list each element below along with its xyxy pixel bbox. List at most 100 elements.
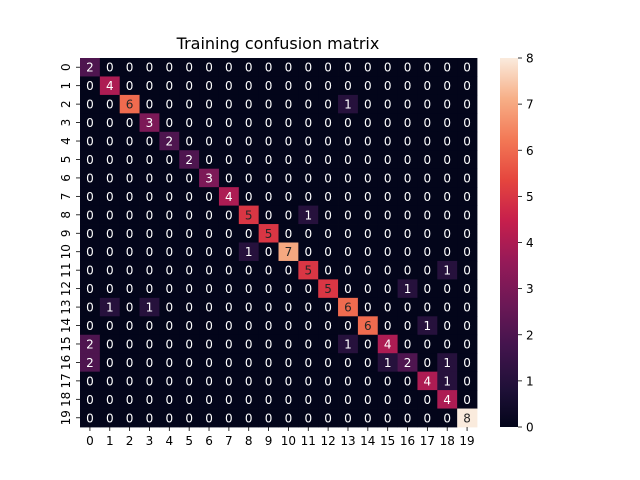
heatmap-cell-8-19 (457, 205, 478, 225)
heatmap-cell-6-8 (238, 168, 260, 188)
cell-value-13-16: 0 (404, 301, 412, 315)
heatmap-cell-18-18 (437, 390, 458, 409)
cell-value-0-2: 0 (126, 61, 134, 75)
cell-value-10-17: 0 (424, 245, 432, 259)
heatmap-cell-1-3 (139, 76, 160, 96)
cell-value-6-16: 0 (404, 171, 412, 185)
heatmap-cells (80, 58, 478, 428)
heatmap-cell-18-5 (179, 390, 200, 409)
cell-value-9-7: 0 (225, 227, 233, 241)
heatmap-cell-7-14 (357, 187, 379, 206)
cell-value-7-0: 0 (86, 190, 94, 204)
cell-value-12-12: 5 (324, 282, 332, 296)
colorbar-tick-label-4: 4 (526, 236, 534, 250)
cell-value-11-9: 0 (265, 264, 273, 278)
cell-value-13-1: 1 (106, 301, 114, 315)
cell-value-13-6: 0 (205, 301, 213, 315)
heatmap-cell-6-0 (80, 168, 101, 188)
cell-value-3-0: 0 (86, 116, 94, 130)
cell-value-16-19: 0 (463, 356, 471, 370)
heatmap-cell-4-1 (99, 131, 121, 151)
heatmap-cell-9-3 (139, 224, 160, 243)
heatmap-cell-3-1 (99, 113, 121, 133)
heatmap-cell-11-19 (457, 260, 478, 280)
heatmap-cell-9-5 (179, 224, 200, 243)
heatmap-cell-9-14 (357, 224, 379, 243)
cell-value-6-13: 0 (344, 171, 352, 185)
heatmap-cell-19-12 (318, 408, 339, 428)
heatmap-cell-18-2 (119, 390, 140, 409)
heatmap-cell-18-6 (199, 390, 220, 409)
heatmap-cell-10-18 (437, 242, 458, 262)
heatmap-cell-8-3 (139, 205, 160, 225)
cell-value-13-2: 0 (126, 301, 134, 315)
heatmap-cell-13-10 (278, 297, 299, 317)
y-tick-label-18: 18 (59, 392, 73, 407)
cell-value-16-3: 0 (146, 356, 154, 370)
cell-value-9-5: 0 (185, 227, 193, 241)
heatmap-cell-13-18 (437, 297, 458, 317)
heatmap-cell-6-14 (357, 168, 379, 188)
heatmap-cell-5-0 (80, 150, 101, 170)
heatmap-cell-0-5 (179, 58, 200, 77)
heatmap-cell-6-4 (159, 168, 180, 188)
heatmap-cell-9-9 (258, 224, 279, 243)
cell-value-17-0: 0 (86, 374, 94, 388)
cell-value-12-17: 0 (424, 282, 432, 296)
cell-value-12-10: 0 (285, 282, 293, 296)
cell-value-6-6: 3 (205, 171, 213, 185)
cell-value-1-17: 0 (424, 79, 432, 93)
heatmap-cell-14-18 (437, 316, 458, 336)
heatmap-cell-3-5 (179, 113, 200, 133)
cell-value-8-11: 1 (304, 208, 312, 222)
cell-value-18-3: 0 (146, 393, 154, 407)
cell-value-16-4: 0 (166, 356, 174, 370)
cell-value-8-6: 0 (205, 208, 213, 222)
cell-value-11-4: 0 (166, 264, 174, 278)
heatmap-cell-2-13 (338, 94, 359, 114)
x-tick-label-14: 14 (360, 434, 375, 448)
heatmap-cell-5-5 (179, 150, 200, 170)
cell-value-0-18: 0 (443, 61, 451, 75)
cell-value-5-11: 0 (304, 153, 312, 167)
heatmap-cell-3-10 (278, 113, 299, 133)
cell-value-1-1: 4 (106, 79, 114, 93)
cell-value-2-19: 0 (463, 98, 471, 112)
cell-value-18-19: 0 (463, 393, 471, 407)
heatmap-cell-10-14 (357, 242, 379, 262)
cell-value-9-2: 0 (126, 227, 134, 241)
heatmap-cell-2-6 (199, 94, 220, 114)
cell-value-0-5: 0 (185, 61, 193, 75)
heatmap-cell-6-10 (278, 168, 299, 188)
cell-value-15-5: 0 (185, 337, 193, 351)
cell-value-16-5: 0 (185, 356, 193, 370)
cell-value-5-16: 0 (404, 153, 412, 167)
cell-value-11-12: 0 (324, 264, 332, 278)
cell-value-0-6: 0 (205, 61, 213, 75)
y-tick-label-19: 19 (59, 410, 73, 425)
cell-value-9-16: 0 (404, 227, 412, 241)
colorbar-tick-label-6: 6 (526, 144, 534, 158)
heatmap-cell-1-7 (218, 76, 240, 96)
heatmap-cell-14-14 (357, 316, 379, 336)
heatmap-cell-8-10 (278, 205, 299, 225)
cell-value-11-18: 1 (443, 264, 451, 278)
heatmap-cell-19-9 (258, 408, 279, 428)
heatmap-cell-7-10 (278, 187, 299, 206)
heatmap-cell-8-14 (357, 205, 379, 225)
cell-value-19-1: 0 (106, 411, 114, 425)
x-tick-label-13: 13 (340, 434, 355, 448)
heatmap-cell-14-2 (119, 316, 140, 336)
heatmap-cell-4-11 (298, 131, 319, 151)
heatmap-cell-1-14 (357, 76, 379, 96)
heatmap-cell-17-13 (338, 371, 359, 391)
heatmap-cell-0-14 (357, 58, 379, 77)
heatmap-cell-15-10 (278, 334, 299, 354)
cell-value-4-11: 0 (304, 135, 312, 149)
heatmap-cell-16-13 (338, 353, 359, 373)
cell-value-2-7: 0 (225, 98, 233, 112)
heatmap-cell-4-0 (80, 131, 101, 151)
heatmap-cell-5-12 (318, 150, 339, 170)
heatmap-cell-14-8 (238, 316, 260, 336)
